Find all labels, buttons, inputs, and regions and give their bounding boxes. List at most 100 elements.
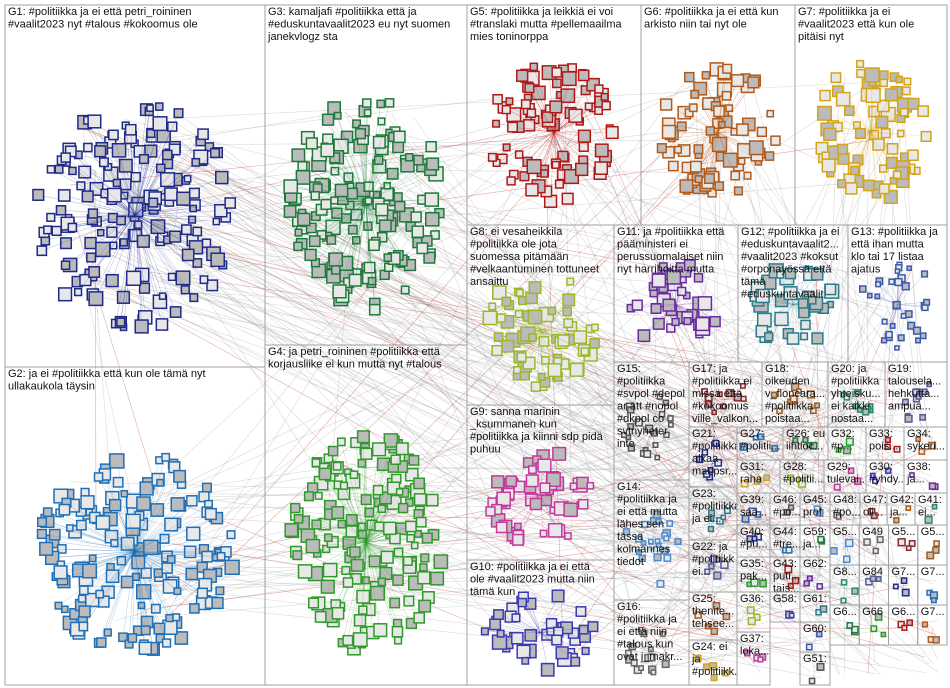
node-cluster (844, 622, 860, 636)
node (175, 270, 191, 286)
node-edge (540, 494, 569, 537)
group-label-line: #vaalit2023 nyt #talous #kokoomus ole (8, 19, 198, 31)
edge (163, 226, 643, 638)
node (51, 225, 62, 237)
node (329, 152, 341, 164)
node (138, 282, 151, 294)
node (55, 205, 67, 216)
group-label-line: G40: (740, 526, 764, 538)
group-label: G66 (862, 606, 883, 618)
group-label-line: thenite... (692, 606, 734, 618)
node (790, 382, 800, 391)
node (96, 637, 107, 648)
node (519, 171, 530, 182)
node (806, 442, 813, 448)
node (189, 293, 199, 303)
group-label-line: G39: (740, 494, 764, 506)
node (159, 533, 170, 544)
node-edge (835, 77, 872, 133)
node (842, 445, 852, 455)
node (433, 554, 449, 570)
edge (532, 290, 639, 628)
node (507, 121, 519, 133)
node (201, 238, 212, 249)
node (906, 619, 913, 627)
node (874, 613, 883, 621)
edge (751, 406, 858, 442)
node (817, 535, 825, 543)
node (659, 98, 673, 111)
edge (659, 579, 816, 647)
node-edge (318, 495, 367, 543)
edge (649, 645, 822, 679)
edge (526, 526, 872, 591)
edge (545, 326, 653, 499)
node-edge (328, 537, 367, 543)
node (352, 119, 362, 129)
group-label-line: loka... (740, 646, 769, 658)
group-label: G49 (862, 526, 883, 538)
node (537, 372, 546, 381)
node-cluster (480, 589, 599, 677)
node (108, 129, 119, 141)
node-edge (68, 214, 136, 219)
node (551, 634, 563, 646)
node (496, 491, 511, 507)
node (95, 589, 105, 599)
node-edge (134, 214, 213, 286)
node-edge (336, 466, 367, 543)
group-label-line: raha (740, 474, 763, 486)
node (722, 63, 733, 74)
node (314, 491, 323, 500)
node (764, 151, 775, 161)
node (713, 105, 725, 118)
node-cluster (863, 536, 884, 555)
node-edge (60, 551, 136, 573)
node (120, 536, 135, 551)
node-edge (134, 504, 178, 552)
node (492, 94, 503, 105)
node (67, 222, 78, 233)
edge (168, 242, 753, 660)
group-label-line: G38: (907, 461, 931, 473)
group-label-line: pääministeri ei (617, 239, 688, 251)
edge (72, 575, 820, 588)
node (862, 408, 870, 416)
node-edge (365, 449, 380, 543)
node (658, 410, 666, 418)
node (575, 606, 587, 617)
node (414, 529, 422, 538)
node (349, 546, 361, 558)
node (161, 452, 171, 462)
group-label-line: tiedot (617, 556, 644, 568)
node-edge (496, 329, 541, 351)
edge (525, 267, 906, 641)
node-edge (502, 132, 555, 160)
edge (185, 218, 762, 508)
group-label: G3: kamaljafi #politiikka että ja#edusku… (267, 6, 450, 43)
node (552, 446, 567, 461)
node-edge (60, 551, 136, 565)
node-edge (717, 132, 736, 176)
node (199, 275, 209, 285)
node (695, 455, 704, 464)
node (88, 291, 104, 307)
node-edge (99, 551, 136, 595)
node (722, 152, 738, 168)
node (334, 183, 349, 198)
node-edge (72, 214, 136, 228)
node (419, 563, 428, 572)
node-edge (134, 214, 187, 230)
node (118, 632, 128, 643)
group-label: G24: eija#politiikk... (691, 641, 737, 678)
node-edge (365, 542, 395, 604)
node (66, 524, 74, 532)
node (928, 441, 937, 450)
node (87, 208, 99, 219)
node-edge (130, 129, 136, 215)
node (393, 636, 403, 645)
node-edge (134, 214, 193, 220)
node (712, 439, 720, 447)
node-edge (134, 198, 184, 216)
node (42, 507, 53, 518)
